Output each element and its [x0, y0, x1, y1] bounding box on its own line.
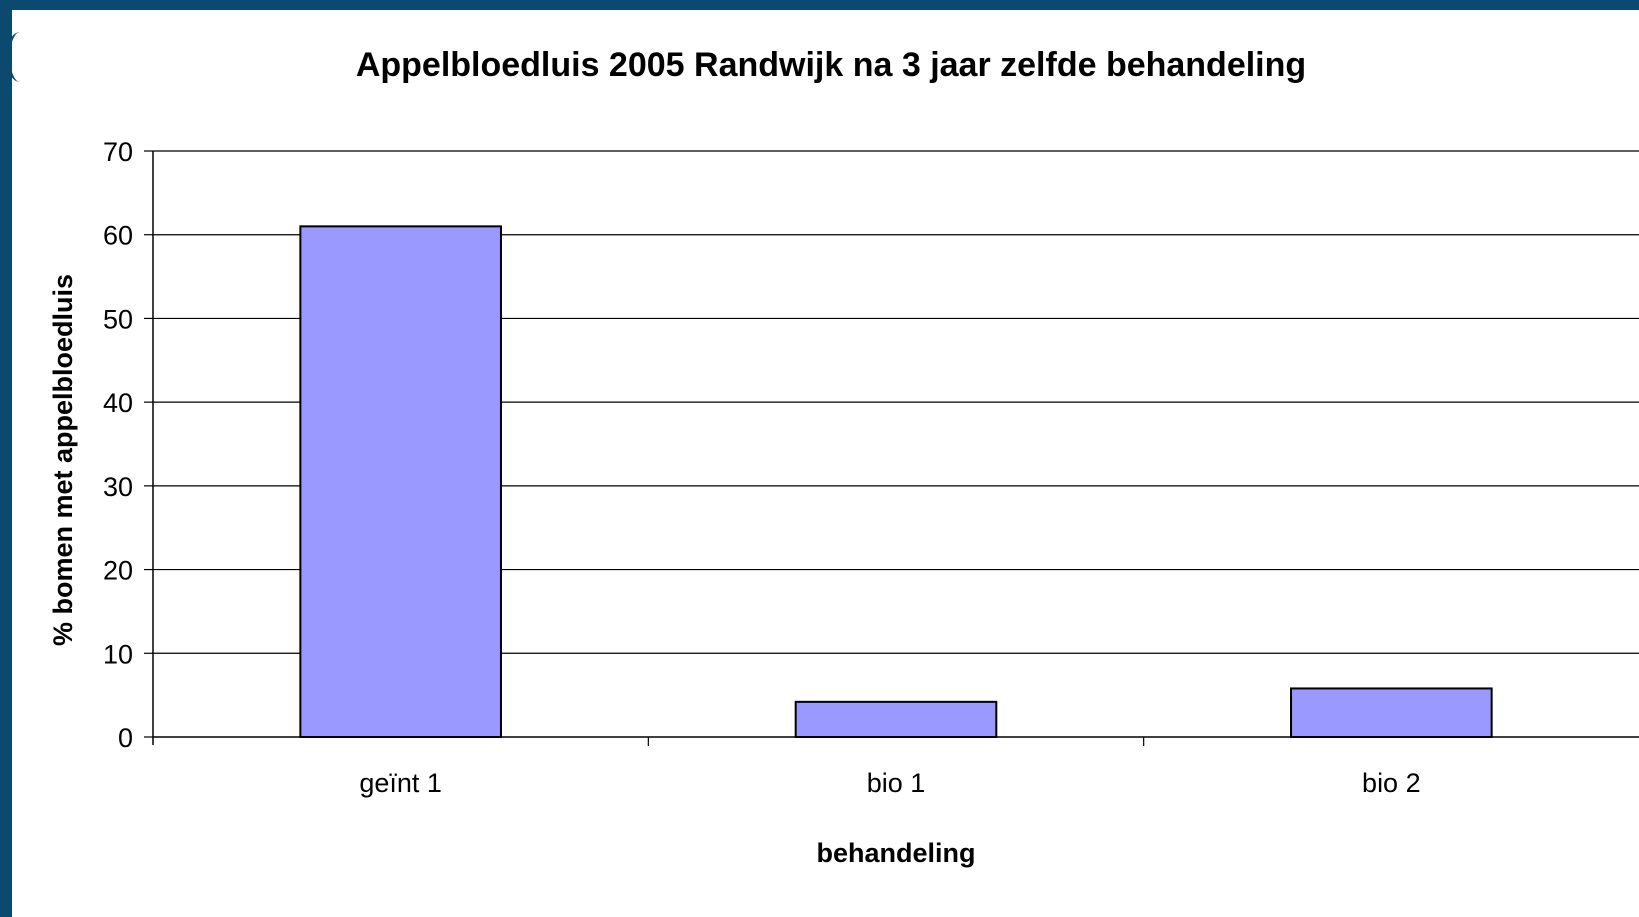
y-tick-label: 60 — [103, 221, 133, 251]
decorative-arc — [12, 32, 34, 82]
x-tick-label: bio 2 — [1362, 768, 1421, 798]
y-tick-label: 30 — [103, 472, 133, 502]
y-tick-label: 0 — [118, 723, 133, 753]
y-tick-label: 70 — [103, 137, 133, 167]
y-tick-label: 40 — [103, 388, 133, 418]
x-tick-label: bio 1 — [867, 768, 926, 798]
chart-panel: Appelbloedluis 2005 Randwijk na 3 jaar z… — [12, 10, 1639, 917]
y-tick-labels: 0 10 20 30 40 50 60 70 — [103, 137, 133, 753]
bar-1 — [794, 700, 998, 739]
y-axis-title: % bomen met appelbloedluis — [48, 274, 78, 646]
bar-2 — [1290, 687, 1493, 739]
chart-title: Appelbloedluis 2005 Randwijk na 3 jaar z… — [356, 46, 1306, 84]
y-tick-label: 50 — [103, 304, 133, 334]
axes — [152, 151, 1639, 746]
y-tick-label: 10 — [103, 639, 133, 669]
x-tick-label: geïnt 1 — [359, 768, 442, 798]
bar-0 — [299, 225, 502, 738]
bar-chart: Appelbloedluis 2005 Randwijk na 3 jaar z… — [48, 46, 1639, 868]
x-axis-title: behandeling — [816, 838, 975, 868]
bars — [299, 225, 1493, 739]
y-tick-label: 20 — [103, 556, 133, 586]
x-tick-labels: geïnt 1 bio 1 bio 2 — [359, 768, 1420, 798]
